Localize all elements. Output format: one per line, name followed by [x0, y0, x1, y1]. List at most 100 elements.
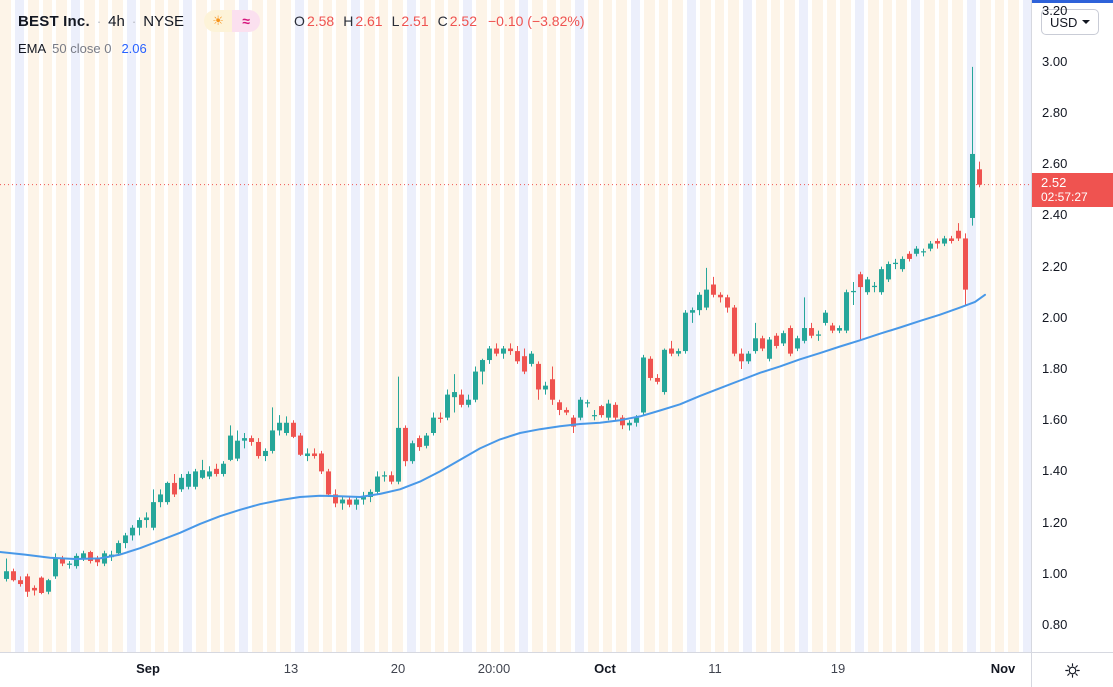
candle[interactable] — [564, 407, 569, 416]
indicator-name[interactable]: EMA — [18, 41, 47, 56]
candle[interactable] — [823, 310, 828, 326]
candle[interactable] — [851, 281, 856, 305]
candle[interactable] — [179, 473, 184, 492]
candle[interactable] — [627, 420, 632, 431]
candle[interactable] — [319, 450, 324, 474]
candle[interactable] — [130, 525, 135, 541]
candle[interactable] — [858, 271, 863, 341]
candle[interactable] — [172, 473, 177, 497]
candle[interactable] — [312, 448, 317, 459]
candle[interactable] — [95, 555, 100, 567]
candle[interactable] — [18, 576, 23, 587]
candle[interactable] — [228, 425, 233, 462]
candle[interactable] — [403, 425, 408, 467]
candle[interactable] — [249, 435, 254, 446]
candle[interactable] — [739, 348, 744, 369]
interval-button[interactable]: 4h — [108, 12, 125, 30]
gear-icon[interactable] — [1064, 662, 1081, 679]
candle[interactable] — [137, 517, 142, 536]
candle[interactable] — [767, 337, 772, 362]
candle[interactable] — [298, 433, 303, 457]
candle[interactable] — [893, 258, 898, 270]
candle[interactable] — [235, 430, 240, 462]
candle[interactable] — [158, 489, 163, 508]
candle[interactable] — [529, 351, 534, 367]
candle[interactable] — [676, 348, 681, 357]
candle[interactable] — [375, 471, 380, 495]
candle[interactable] — [200, 459, 205, 480]
exchange-label[interactable]: NYSE — [143, 12, 185, 30]
price-axis[interactable]: USD 3.20 3.00 2.80 2.60 2.40 2.20 2.00 1.80 1.60… — [1031, 0, 1113, 652]
candle[interactable] — [620, 415, 625, 430]
candle[interactable] — [487, 345, 492, 364]
currency-button[interactable]: USD — [1041, 9, 1100, 35]
candle[interactable] — [669, 340, 674, 357]
candle[interactable] — [921, 248, 926, 257]
candle[interactable] — [515, 345, 520, 364]
candle[interactable] — [732, 305, 737, 357]
candle[interactable] — [186, 471, 191, 490]
candle[interactable] — [165, 481, 170, 505]
candle[interactable] — [802, 297, 807, 344]
candle[interactable] — [578, 397, 583, 421]
candle[interactable] — [508, 343, 513, 355]
candle[interactable] — [39, 576, 44, 595]
candle[interactable] — [697, 292, 702, 316]
candle[interactable] — [354, 497, 359, 510]
candle[interactable] — [704, 267, 709, 311]
candle[interactable] — [914, 246, 919, 257]
candle[interactable] — [613, 402, 618, 421]
candle[interactable] — [214, 463, 219, 477]
candle[interactable] — [193, 468, 198, 490]
candle[interactable] — [557, 399, 562, 416]
candle[interactable] — [284, 416, 289, 436]
candle[interactable] — [270, 407, 275, 454]
candle[interactable] — [809, 322, 814, 339]
candle[interactable] — [585, 399, 590, 408]
candle[interactable] — [389, 471, 394, 485]
candle[interactable] — [886, 261, 891, 282]
candle[interactable] — [844, 289, 849, 334]
candlestick-plot[interactable] — [0, 0, 1031, 652]
candle[interactable] — [746, 351, 751, 364]
candle[interactable] — [781, 330, 786, 346]
candle[interactable] — [935, 238, 940, 249]
candle[interactable] — [550, 366, 555, 405]
candle[interactable] — [431, 412, 436, 436]
candle[interactable] — [872, 281, 877, 293]
candle[interactable] — [291, 420, 296, 439]
candle[interactable] — [536, 361, 541, 400]
candle[interactable] — [410, 440, 415, 464]
candle[interactable] — [305, 448, 310, 462]
candle[interactable] — [942, 235, 947, 247]
candle[interactable] — [88, 550, 93, 564]
candle[interactable] — [151, 489, 156, 531]
candle[interactable] — [424, 433, 429, 449]
candle[interactable] — [263, 448, 268, 462]
candle[interactable] — [144, 512, 149, 528]
candle[interactable] — [347, 497, 352, 508]
candle[interactable] — [662, 348, 667, 395]
candle[interactable] — [382, 471, 387, 482]
candle[interactable] — [816, 330, 821, 341]
candle[interactable] — [277, 415, 282, 436]
candle[interactable] — [830, 322, 835, 334]
candle[interactable] — [683, 310, 688, 354]
candle[interactable] — [837, 325, 842, 334]
candle[interactable] — [396, 376, 401, 485]
candle[interactable] — [333, 489, 338, 508]
candle[interactable] — [977, 161, 982, 188]
candle[interactable] — [417, 435, 422, 451]
market-status-badge[interactable]: ☀ ≈ — [204, 10, 261, 32]
candle[interactable] — [46, 578, 51, 595]
candle[interactable] — [963, 233, 968, 305]
candle[interactable] — [879, 266, 884, 295]
candle[interactable] — [760, 335, 765, 352]
candle[interactable] — [256, 438, 261, 459]
candle[interactable] — [907, 251, 912, 262]
candle[interactable] — [690, 307, 695, 323]
candle[interactable] — [361, 491, 366, 505]
candle[interactable] — [501, 345, 506, 359]
candle[interactable] — [592, 409, 597, 421]
candle[interactable] — [795, 335, 800, 352]
